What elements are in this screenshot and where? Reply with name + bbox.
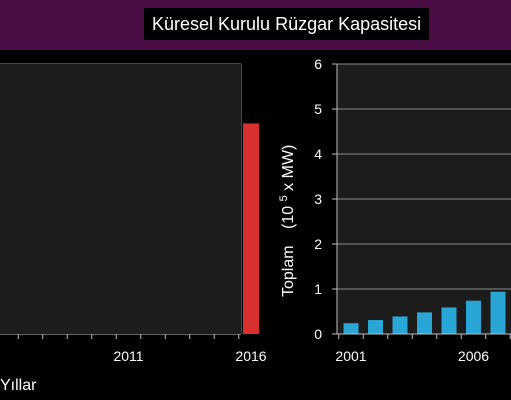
- total-y-tick-label: 2: [314, 236, 322, 252]
- total-gridlines: [337, 63, 511, 290]
- total-bar: [466, 300, 481, 334]
- total-x-tick-label: 2001: [335, 348, 366, 364]
- total-y-tick-label: 0: [314, 326, 322, 342]
- total-bar: [441, 307, 457, 334]
- total-y-tick-label: 5: [314, 101, 322, 117]
- total-y-axis-label: Toplam (10 5 x MW): [274, 145, 297, 297]
- total-y-tick-label: 1: [314, 281, 322, 297]
- annual-x-axis-label: Yıllar: [0, 377, 37, 394]
- slide-title: Küresel Kurulu Rüzgar Kapasitesi: [144, 8, 430, 40]
- annual-x-tick-label: 2016: [235, 348, 266, 364]
- total-bar: [368, 320, 383, 334]
- total-bar: [392, 316, 408, 334]
- total-y-tick-label: 6: [314, 56, 322, 72]
- annual-bar: [243, 123, 259, 335]
- annual-x-tick-label: 2011: [113, 348, 143, 364]
- total-capacity-chart: 0 1 2 3 4 5 6 2001 2006 Toplam (10 5 x MW): [274, 56, 511, 364]
- y-label-exponent: 5: [278, 195, 290, 201]
- total-bars: [343, 291, 506, 334]
- total-x-tick-label: 2006: [458, 348, 489, 364]
- total-bar: [417, 312, 432, 334]
- y-label-unit: (10: [280, 206, 297, 229]
- annual-capacity-chart: 2011 2016 Yıllar: [0, 63, 267, 394]
- total-y-tick-label: 3: [314, 191, 322, 207]
- total-x-ticks: 2001 2006: [335, 334, 511, 364]
- total-bar: [343, 323, 359, 334]
- y-label-main: Toplam: [280, 245, 297, 297]
- total-y-ticks: 0 1 2 3 4 5 6: [314, 56, 337, 342]
- total-y-tick-label: 4: [314, 146, 322, 162]
- total-bar: [490, 291, 506, 334]
- y-label-rest: x MW): [280, 145, 297, 191]
- annual-x-ticks: 2011 2016: [17, 334, 267, 364]
